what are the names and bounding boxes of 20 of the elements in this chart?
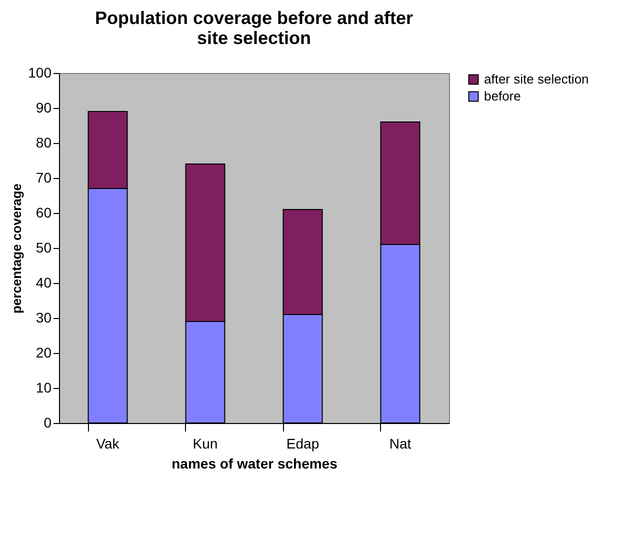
y-tick-label: 70 <box>36 170 52 186</box>
y-tick-label: 10 <box>36 380 52 396</box>
y-tick-label: 60 <box>36 204 52 220</box>
y-axis-title: percentage coverage <box>9 183 24 314</box>
x-axis-title: names of water schemes <box>172 456 338 472</box>
chart-title: Population coverage before and after site selection <box>94 8 414 48</box>
x-tick-label: Edap <box>286 436 320 452</box>
legend-label: after site selection <box>484 72 589 86</box>
legend-label: before <box>484 88 521 104</box>
x-tick-label: Nat <box>389 436 412 452</box>
y-tick-label: 0 <box>44 414 52 430</box>
y-tick-label: 80 <box>36 134 52 150</box>
y-tick-label: 30 <box>36 310 52 326</box>
y-tick-label: 40 <box>36 274 52 290</box>
x-tick-label: Kun <box>192 436 218 452</box>
y-tick-label: 20 <box>36 344 52 360</box>
x-tick-label: Vak <box>96 436 120 452</box>
y-tick-label: 90 <box>36 100 52 116</box>
y-tick-label: 50 <box>36 240 52 256</box>
y-tick-label: 100 <box>28 64 52 80</box>
